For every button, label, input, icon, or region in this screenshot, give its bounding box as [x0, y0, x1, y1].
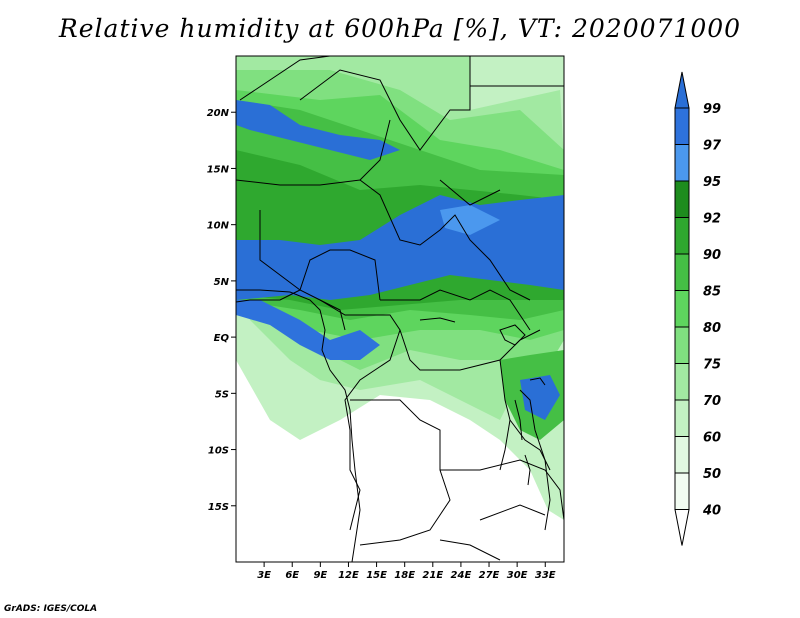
- colorbar-bin: [674, 107, 690, 145]
- colorbar-bottom-arrow: [674, 509, 690, 546]
- colorbar-bin: [674, 472, 690, 510]
- colorbar-bin: [674, 399, 690, 437]
- colorbar-level-label: 95: [703, 175, 721, 190]
- map-frame: [235, 55, 565, 563]
- lon-tick-label: 15E: [366, 570, 387, 581]
- lat-tick-label: 15S: [208, 502, 229, 513]
- lon-tick-label: 24E: [451, 570, 472, 581]
- lon-tick-label: 12E: [338, 570, 359, 581]
- colorbar-level-label: 75: [703, 358, 721, 373]
- lon-tick-label: 6E: [285, 570, 299, 581]
- lon-tick-label: 21E: [422, 570, 443, 581]
- colorbar-level-label: 85: [703, 285, 721, 300]
- colorbar-top-arrow: [674, 71, 690, 109]
- lat-tick-label: 10N: [207, 221, 230, 232]
- lon-tick-label: 27E: [479, 570, 500, 581]
- colorbar-bin: [674, 144, 690, 182]
- lon-tick-label: 3E: [257, 570, 271, 581]
- longitude-axis: 3E 6E 9E 12E 15E 18E 21E 24E 27E 30E 33E: [257, 562, 556, 581]
- colorbar-level-label: 40: [702, 504, 721, 519]
- colorbar-bin: [674, 180, 690, 218]
- colorbar-level-label: 70: [703, 394, 721, 409]
- coastline: [236, 289, 551, 562]
- grads-credit: GrADS: IGES/COLA: [4, 604, 98, 614]
- lat-tick-label: 15N: [207, 164, 230, 175]
- lat-tick-label: 5N: [214, 277, 230, 288]
- colorbar-bin: [674, 217, 690, 255]
- colorbar-level-label: 90: [703, 248, 721, 263]
- lat-tick-label: 20N: [207, 108, 230, 119]
- map-panel: [236, 56, 564, 562]
- lat-tick-label: 5S: [215, 389, 229, 400]
- lat-tick-label: 10S: [208, 446, 229, 457]
- colorbar-legend: 99 97 95 92 90 85 80 75 70 60 50 40: [674, 71, 722, 546]
- colorbar-level-label: 60: [703, 431, 721, 446]
- lon-tick-label: 18E: [394, 570, 415, 581]
- colorbar-bin: [674, 436, 690, 474]
- colorbar-bin: [674, 253, 690, 291]
- colorbar-level-label: 92: [703, 212, 721, 227]
- lon-tick-label: 33E: [535, 570, 556, 581]
- colorbar-bin: [674, 363, 690, 401]
- humidity-field: [236, 56, 564, 520]
- lon-tick-label: 9E: [313, 570, 327, 581]
- lakes: [419, 317, 546, 486]
- colorbar-level-label: 99: [703, 102, 721, 117]
- latitude-axis: 20N 15N 10N 5N EQ 5S 10S 15S: [207, 108, 236, 513]
- colorbar-level-label: 97: [703, 139, 722, 154]
- colorbar-level-label: 50: [703, 467, 721, 482]
- colorbar-level-label: 80: [703, 321, 721, 336]
- colorbar-bin: [674, 326, 690, 364]
- lon-tick-label: 30E: [507, 570, 528, 581]
- page-title: Relative humidity at 600hPa [%], VT: 202…: [58, 14, 742, 43]
- country-borders: [236, 56, 564, 561]
- colorbar-bin: [674, 290, 690, 328]
- lat-tick-label: EQ: [214, 333, 230, 344]
